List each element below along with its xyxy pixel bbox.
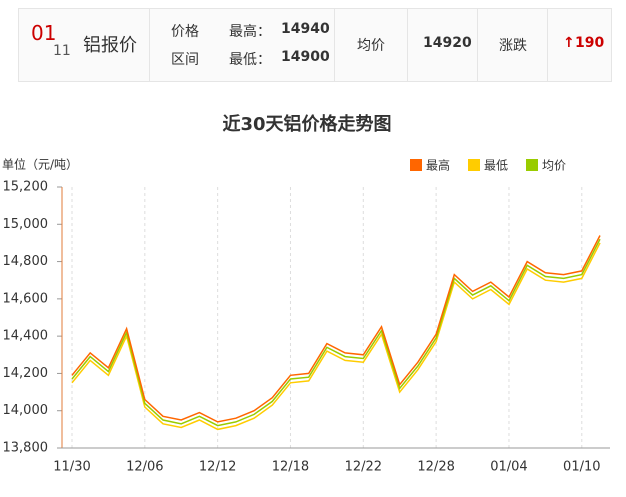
name: 铝报价 [83,35,137,56]
line [71,235,601,423]
range-label: 区间 [171,52,199,68]
chart-title: 近30天铝价格走势图 [222,113,391,135]
legend-swatch [526,159,538,171]
x-tick-label: 12/18 [272,460,309,475]
change-arrow: ↑ [563,35,575,51]
legend-swatch [468,159,480,171]
avg-label: 均价 [357,38,385,54]
legend-label: 最低 [484,159,508,173]
y-tick-label: 14,600 [3,291,49,306]
day: 11 [53,43,71,59]
x-tick-label: 11/30 [53,460,90,475]
x-tick-label: 01/10 [563,460,600,475]
line [71,238,601,427]
y-tick-label: 13,800 [3,441,49,456]
y-tick-label: 14,000 [3,403,49,418]
low-label: 最低： [229,52,271,68]
legend-swatch [410,159,422,171]
legend-label: 最高 [426,158,450,173]
y-tick-label: 14,200 [3,366,49,381]
month: 01 [31,21,57,45]
x-tick-label: 12/06 [126,460,163,475]
x-tick-label: 12/28 [417,460,454,475]
change-label: 涨跌 [499,38,527,54]
y-axis-label: 单位（元/吨） [2,157,78,172]
x-tick-label: 12/22 [345,460,382,475]
high-label: 最高： [229,24,271,40]
x-tick-label: 12/12 [199,460,236,475]
line [71,242,601,431]
y-tick-label: 14,400 [3,329,49,344]
y-tick-label: 15,000 [3,217,49,232]
high: 14940 [281,21,330,37]
range-label: 价格 [171,24,199,40]
avg: 14920 [423,35,472,51]
y-tick-label: 14,800 [3,254,49,269]
price-header: 01 11 铝报价 价格 区间 最高： 14940 最低： 14900 均价 1… [18,8,612,82]
legend-label: 均价 [542,159,566,173]
change: 190 [575,35,605,51]
low: 14900 [281,49,330,65]
y-tick-label: 15,200 [3,180,49,195]
x-tick-label: 01/04 [490,460,527,475]
